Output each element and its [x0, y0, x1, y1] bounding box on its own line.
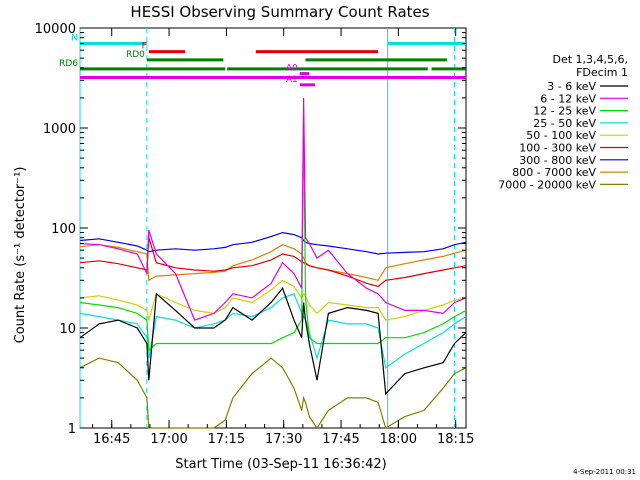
y-tick-label-5: 10000 [35, 22, 76, 37]
series-line-3 [79, 110, 467, 352]
flag-bar-3-segment-2 [305, 58, 447, 62]
x-tick-label-3: 17:15 [208, 432, 245, 447]
series-line-1 [79, 286, 467, 396]
series-line-5 [79, 279, 467, 321]
legend-label-5: 50 - 100 keV [526, 129, 596, 142]
y-tick-label-2: 10 [59, 322, 76, 337]
legend-label-1: 3 - 6 keV [547, 80, 596, 93]
legend-label-6: 100 - 300 keV [519, 142, 596, 155]
series-line-4 [79, 293, 467, 369]
chart-title: HESSI Observing Summary Count Rates [130, 3, 429, 21]
y-tick-label-1: 1 [68, 422, 76, 437]
flag-bar-4-segment-1 [80, 67, 226, 71]
flag-bar-4-segment-3 [431, 67, 466, 71]
legend-label-3: 12 - 25 keV [533, 105, 596, 118]
y-tick-label-4: 1000 [43, 122, 76, 137]
y-tick-label-3: 100 [51, 222, 76, 237]
x-tick-label-6: 18:00 [380, 432, 417, 447]
series-line-8 [79, 244, 467, 282]
legend-label-4: 25 - 50 keV [533, 117, 596, 130]
flag-label-3: RD0 [126, 50, 145, 60]
series-line-2 [79, 97, 467, 321]
y-axis-label: Count Rate (s⁻¹ detector⁻¹) [13, 167, 28, 344]
flag-label-6: A0 [286, 64, 298, 74]
flag-label-2: F [142, 42, 147, 52]
flag-bar-1-segment-1 [80, 41, 147, 45]
x-tick-label-5: 17:45 [322, 432, 359, 447]
flag-bar-3-segment-1 [146, 58, 224, 62]
flag-bar-1-segment-2 [387, 41, 466, 45]
legend-label-2: 6 - 12 keV [540, 92, 596, 105]
legend-header-line-2: FDecim 1 [576, 66, 628, 79]
flag-bar-5-segment-1 [80, 75, 466, 79]
legend-label-9: 7000 - 20000 keV [498, 178, 596, 191]
flag-label-1: N [71, 33, 78, 43]
flag-label-7: A1 [286, 75, 298, 85]
legend-header-line-1: Det 1,3,4,5,6, [552, 53, 628, 66]
legend-label-8: 800 - 7000 keV [512, 166, 596, 179]
x-tick-label-2: 17:00 [150, 432, 187, 447]
series-line-9 [79, 357, 467, 430]
legend-label-7: 300 - 800 keV [519, 154, 596, 167]
flag-bar-2-segment-1 [148, 50, 186, 54]
flag-bar-2-segment-2 [255, 50, 379, 54]
flag-bar-7-segment-1 [299, 83, 316, 87]
x-axis-label: Start Time (03-Sep-11 16:36:42) [175, 457, 386, 472]
x-tick-label-7: 18:15 [437, 432, 474, 447]
x-tick-label-4: 17:30 [265, 432, 302, 447]
flag-bar-4-segment-2 [227, 67, 428, 71]
plot-frame [79, 27, 467, 429]
flag-label-4: RD6 [59, 59, 78, 69]
x-tick-label-1: 16:45 [93, 432, 130, 447]
generation-timestamp: 4-Sep-2011 00:31 [573, 468, 636, 476]
flag-bar-6-segment-1 [299, 72, 310, 76]
series-line-7 [79, 231, 467, 255]
